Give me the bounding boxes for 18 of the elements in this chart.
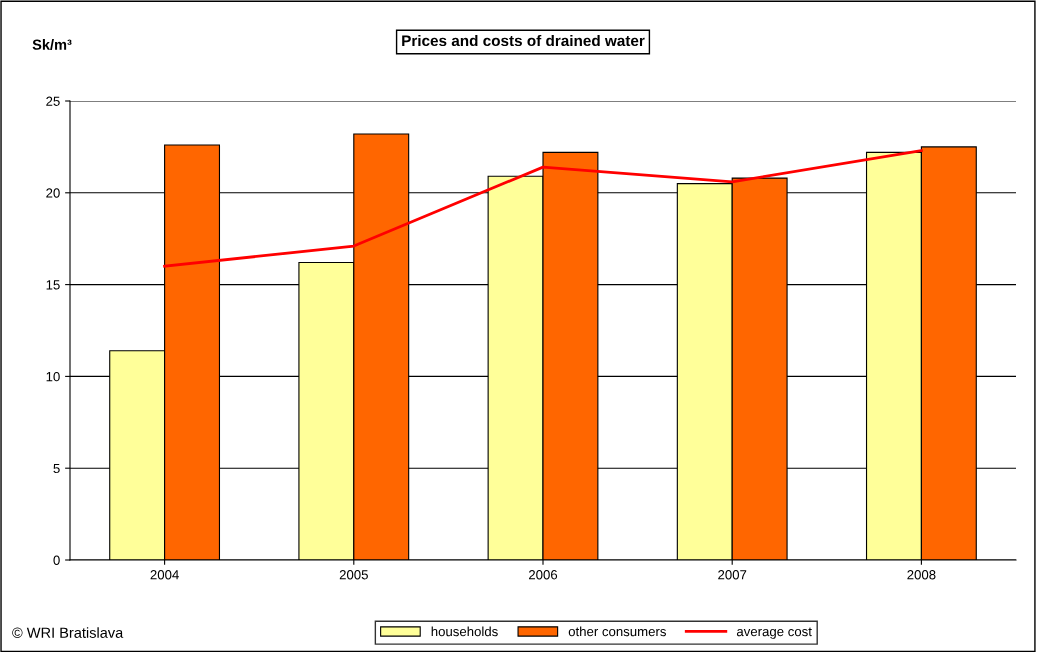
chart-title: Prices and costs of drained water [402,34,645,47]
legend-label: other consumers [568,626,666,637]
legend-label: households [431,626,498,637]
y-axis-title: Sk/m³ [32,39,72,50]
y-tick-label: 0 [53,555,60,565]
text: © WRI Bratislava [12,627,124,638]
x-tick-label: 2008 [907,570,936,580]
y-tick-label: 25 [46,96,60,106]
x-tick-label: 2005 [339,570,368,580]
legend-label: average cost [736,627,812,639]
line-series [163,149,923,268]
x-tick-label: 2006 [528,570,558,580]
y-tick-label: 20 [46,188,60,198]
y-tick-label: 15 [46,280,60,290]
y-tick-label: 5 [53,463,60,474]
x-tick-label: 2007 [718,570,747,580]
y-tick-label: 10 [46,371,60,382]
x-tick-label: 2004 [150,570,179,580]
